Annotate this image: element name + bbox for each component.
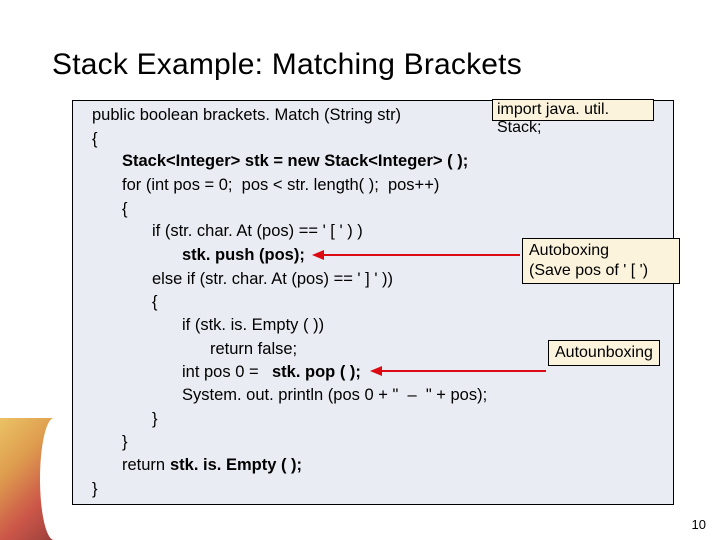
- page-number: 10: [692, 517, 706, 532]
- arrow-autounboxing: [380, 370, 546, 372]
- code-line-9: {: [152, 293, 158, 312]
- slide-title: Stack Example: Matching Brackets: [52, 48, 522, 82]
- import-statement-box: import java. util. Stack;: [492, 99, 654, 121]
- code-line-16b: stk. is. Empty ( );: [170, 456, 302, 475]
- code-line-15: }: [122, 433, 128, 452]
- arrow-autoboxing-head: [312, 250, 324, 260]
- note-line: (Save pos of ' [ '): [529, 261, 673, 281]
- code-line-17: }: [92, 480, 98, 499]
- code-line-8: else if (str. char. At (pos) == ' ] ' )): [152, 270, 393, 289]
- code-line-1: public boolean brackets. Match (String s…: [92, 106, 401, 125]
- arrow-autoboxing: [322, 254, 520, 256]
- code-line-6: if (str. char. At (pos) == ' [ ' ) ): [152, 222, 363, 241]
- note-line: Autoboxing: [529, 241, 673, 261]
- code-line-5: {: [122, 200, 128, 219]
- autounboxing-note: Autounboxing: [548, 340, 660, 366]
- decorative-accent: [0, 418, 54, 540]
- code-line-14: }: [152, 410, 158, 429]
- code-line-3: Stack<Integer> stk = new Stack<Integer> …: [122, 152, 468, 171]
- code-line-12a: int pos 0 =: [182, 363, 263, 382]
- code-line-12b: stk. pop ( );: [272, 363, 361, 382]
- code-line-16a: return: [122, 456, 170, 475]
- code-line-4: for (int pos = 0; pos < str. length( ); …: [122, 176, 439, 195]
- code-line-11: return false;: [210, 340, 297, 359]
- code-line-7: stk. push (pos);: [182, 246, 305, 265]
- arrow-autounboxing-head: [370, 366, 382, 376]
- autoboxing-note: Autoboxing (Save pos of ' [ '): [522, 238, 680, 284]
- code-line-2: {: [92, 130, 98, 149]
- code-line-13: System. out. println (pos 0 + " – " + po…: [182, 386, 487, 405]
- code-line-10: if (stk. is. Empty ( )): [182, 316, 324, 335]
